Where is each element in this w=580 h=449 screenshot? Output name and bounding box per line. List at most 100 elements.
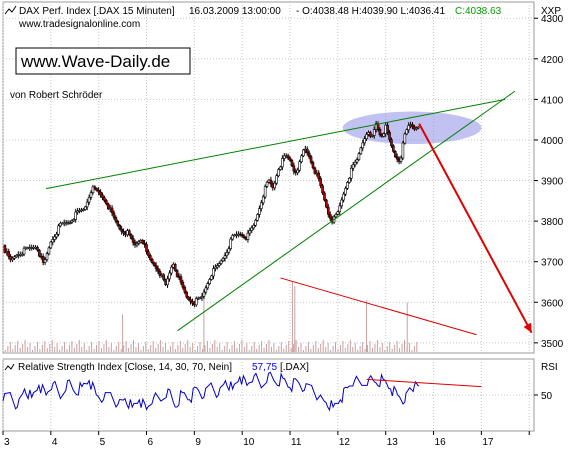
candle-body-135 xyxy=(261,196,265,204)
volume-bars xyxy=(4,281,418,352)
candle-body-145 xyxy=(281,158,284,168)
rsi-value: 57,75 xyxy=(252,362,277,373)
candle-body-165 xyxy=(319,178,322,187)
candle-body-132 xyxy=(256,214,259,221)
rsi-icon xyxy=(4,363,15,371)
candle-body-117 xyxy=(227,248,231,253)
candle-body-170 xyxy=(328,214,332,219)
price-tick-label-2: 3700 xyxy=(541,258,564,269)
candle-body-59 xyxy=(116,220,120,226)
candle-body-24 xyxy=(49,241,53,249)
candle-body-128 xyxy=(248,230,252,234)
candle-body-76 xyxy=(149,255,152,260)
candle-body-28 xyxy=(57,225,60,235)
candle-body-133 xyxy=(258,208,261,215)
candle-body-57 xyxy=(112,212,116,218)
candle-body-205 xyxy=(395,156,399,160)
candle-body-112 xyxy=(217,263,221,266)
candle-body-65 xyxy=(127,230,131,235)
candle-body-162 xyxy=(313,167,317,174)
candle-body-100 xyxy=(194,298,198,306)
candle-body-29 xyxy=(59,222,62,227)
candle-body-150 xyxy=(290,159,294,167)
candle-body-176 xyxy=(340,199,343,207)
candle-body-153 xyxy=(296,169,299,174)
price-tick-label-4: 3900 xyxy=(541,177,564,188)
candle-body-98 xyxy=(191,301,194,304)
candle-body-202 xyxy=(390,139,393,147)
candle-body-215 xyxy=(415,127,418,130)
candle-body-201 xyxy=(388,132,391,140)
rsi-trend-line-0 xyxy=(366,378,482,388)
candle-body-130 xyxy=(252,225,255,229)
candle-body-148 xyxy=(286,155,290,159)
candle-body-52 xyxy=(103,197,106,201)
candle-body-46 xyxy=(91,186,95,193)
candle-body-189 xyxy=(365,134,368,139)
candle-body-178 xyxy=(344,188,347,195)
candle-body-61 xyxy=(120,228,123,232)
candle-body-67 xyxy=(131,238,135,243)
candle-body-69 xyxy=(135,243,139,246)
candle-body-86 xyxy=(168,272,171,280)
candle-body-129 xyxy=(250,227,254,231)
author-text: von Robert Schröder xyxy=(10,90,103,101)
candle-body-198 xyxy=(382,133,386,137)
rsi-header: Relative Strength Index [Close, 14, 30, … xyxy=(4,362,309,373)
candle-body-169 xyxy=(326,206,330,215)
candle-body-210 xyxy=(405,129,409,135)
candle-body-83 xyxy=(162,274,166,281)
candle-body-90 xyxy=(175,270,179,277)
arrow-shaft xyxy=(418,123,533,334)
candle-body-193 xyxy=(372,129,376,136)
candle-body-158 xyxy=(305,148,309,154)
candle-body-182 xyxy=(351,164,355,169)
candle-body-191 xyxy=(369,132,372,137)
candle-body-161 xyxy=(311,162,315,169)
trend-line-1 xyxy=(177,90,516,332)
x-tick-label-0: 3 xyxy=(4,437,10,448)
rsi-trend-lines xyxy=(366,378,482,388)
candle-body-203 xyxy=(392,145,395,152)
candle-body-79 xyxy=(154,265,158,269)
candle-body-66 xyxy=(129,234,133,239)
candle-body-74 xyxy=(145,244,148,252)
x-tick-label-10: 17 xyxy=(482,437,494,448)
header-ohlc: - O:4038.48 H:4039.90 L:4036.41 xyxy=(296,6,445,17)
candle-body-93 xyxy=(181,281,185,288)
candle-body-23 xyxy=(47,247,51,255)
candle-body-53 xyxy=(105,200,108,205)
candle-body-109 xyxy=(212,268,215,277)
rsi-panel[interactable] xyxy=(2,358,535,432)
x-tick-label-3: 6 xyxy=(148,437,154,448)
candle-body-216 xyxy=(416,126,420,129)
candle-body-92 xyxy=(179,276,183,283)
candle-body-95 xyxy=(185,291,188,298)
arrow-head xyxy=(523,322,532,333)
candle-body-125 xyxy=(242,235,246,238)
candle-body-34 xyxy=(68,222,72,224)
brand-box-text: www.Wave-Daily.de xyxy=(20,52,170,71)
candle-body-36 xyxy=(72,219,76,222)
candle-body-110 xyxy=(214,266,217,269)
candle-body-47 xyxy=(93,186,97,189)
candle-body-105 xyxy=(204,287,208,293)
candle-body-179 xyxy=(346,182,349,189)
candle-body-196 xyxy=(378,128,382,136)
trend-lines xyxy=(45,90,516,336)
price-y-axis: 3500 3600 3700 3800 3900 4000 4100 4200 4300 xyxy=(534,14,564,350)
candle-body-184 xyxy=(355,159,359,163)
rsi-axis-label: RSI xyxy=(541,362,558,373)
candle-body-73 xyxy=(143,242,146,245)
candle-body-5 xyxy=(13,256,16,259)
candle-body-146 xyxy=(282,155,286,159)
candle-body-177 xyxy=(342,193,345,201)
candle-body-186 xyxy=(359,147,363,155)
candle-body-104 xyxy=(202,291,206,297)
candle-body-114 xyxy=(221,257,225,262)
candle-body-137 xyxy=(265,181,269,187)
candle-body-21 xyxy=(43,259,47,263)
candle-body-37 xyxy=(74,211,78,220)
candle-body-155 xyxy=(300,155,303,163)
candle-body-49 xyxy=(97,190,100,193)
